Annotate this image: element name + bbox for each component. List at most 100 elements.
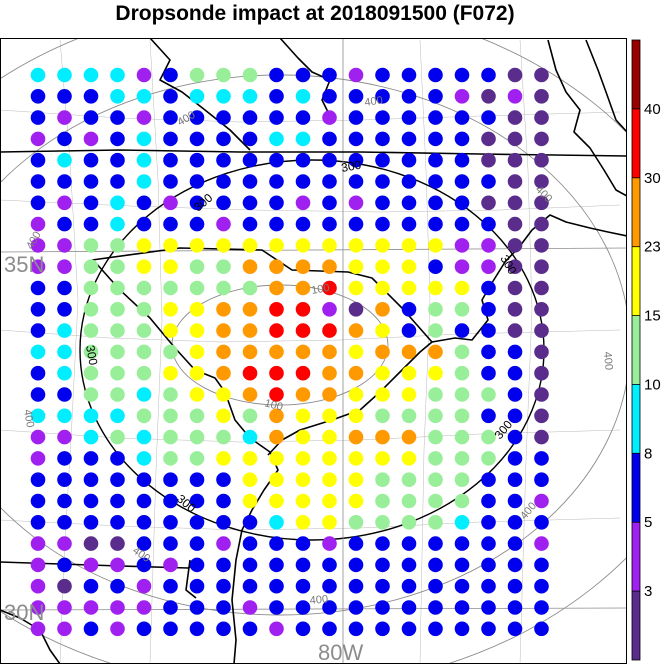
station-dot (534, 408, 549, 424)
contour-label-400: 400 (601, 351, 615, 370)
station-dot (216, 600, 231, 615)
station-dot (216, 536, 231, 551)
station-dot (295, 110, 311, 125)
station-dot (295, 451, 311, 466)
colorbar-segment (632, 246, 640, 316)
station-dot (189, 216, 205, 232)
station-dot (481, 280, 496, 296)
station-dot (375, 451, 390, 466)
station-dot (57, 195, 72, 211)
station-dot (295, 238, 311, 253)
station-dot (57, 110, 72, 125)
station-dot (216, 280, 231, 296)
station-dot (454, 323, 470, 338)
station-dot (295, 472, 311, 488)
station-dot (322, 557, 337, 573)
station-dot (348, 578, 364, 594)
station-dot (269, 515, 284, 530)
station-dot (163, 600, 178, 615)
station-dot (322, 600, 337, 615)
station-dot (401, 472, 417, 488)
station-dot (481, 302, 496, 317)
station-dot (481, 174, 496, 189)
station-dot (428, 557, 443, 573)
station-dot (322, 67, 337, 83)
station-dot (454, 408, 470, 424)
station-dot (295, 174, 311, 189)
station-dot (136, 238, 152, 253)
station-dot (507, 621, 523, 637)
station-dot (83, 152, 99, 168)
station-dot (454, 451, 470, 466)
station-dot (375, 110, 390, 125)
station-dot (216, 67, 231, 83)
station-dot (269, 472, 284, 488)
station-dot (30, 344, 46, 360)
station-dot (481, 323, 496, 338)
station-dot (322, 408, 337, 424)
station-dot (428, 110, 443, 125)
station-dot (534, 110, 549, 125)
station-dot (163, 195, 178, 211)
station-dot (110, 578, 125, 594)
station-dot (163, 408, 178, 424)
station-dot (110, 195, 125, 211)
station-dot (136, 67, 152, 83)
station-dot (269, 536, 284, 551)
station-dot (322, 344, 337, 360)
station-dot (269, 195, 284, 211)
station-dot (375, 131, 390, 147)
contour-label-400: 400 (21, 408, 36, 428)
station-dot (242, 365, 258, 381)
station-dot (83, 536, 99, 551)
station-dot (481, 429, 496, 445)
station-dot (507, 216, 523, 232)
station-dot (57, 131, 72, 147)
station-dot (163, 493, 178, 509)
station-dot (322, 536, 337, 551)
station-dot (189, 429, 205, 445)
station-dot (507, 472, 523, 488)
station-dot (428, 515, 443, 530)
station-dot (322, 323, 337, 338)
station-dot (57, 280, 72, 296)
station-dot (348, 600, 364, 615)
station-dot (375, 493, 390, 509)
station-dot (30, 600, 46, 615)
station-dot (269, 557, 284, 573)
station-dot (242, 493, 258, 509)
station-dot (454, 344, 470, 360)
station-dot (295, 557, 311, 573)
station-dot (163, 131, 178, 147)
station-dot (57, 259, 72, 275)
station-dot (454, 259, 470, 275)
station-dot (136, 600, 152, 615)
station-dot (269, 67, 284, 83)
station-dot (454, 280, 470, 296)
station-dot (322, 216, 337, 232)
station-dot (534, 578, 549, 594)
station-dot (189, 472, 205, 488)
station-dot (322, 195, 337, 211)
contour-label-300: 300 (340, 158, 362, 175)
station-dot (534, 621, 549, 637)
station-dot (136, 131, 152, 147)
station-dot (30, 536, 46, 551)
station-dot (136, 110, 152, 125)
station-dot (269, 152, 284, 168)
station-dot (216, 578, 231, 594)
station-dot (322, 259, 337, 275)
station-dot (428, 89, 443, 104)
station-dot (216, 110, 231, 125)
station-dot (295, 131, 311, 147)
station-dot (216, 365, 231, 381)
station-dot (163, 323, 178, 338)
station-dot (30, 493, 46, 509)
station-dot (216, 259, 231, 275)
station-dot (136, 578, 152, 594)
station-dot (534, 429, 549, 445)
station-dot (428, 408, 443, 424)
station-dot (507, 344, 523, 360)
station-dot (348, 67, 364, 83)
station-dot (136, 621, 152, 637)
